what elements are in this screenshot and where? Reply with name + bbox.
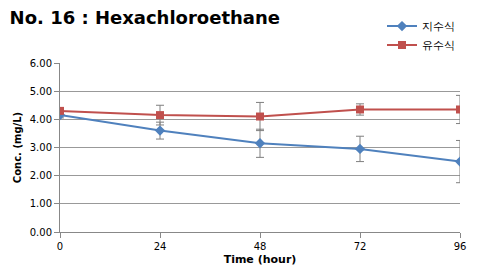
- svg-text:2.00: 2.00: [30, 170, 52, 181]
- svg-text:4.00: 4.00: [30, 114, 52, 125]
- svg-text:유수식: 유수식: [422, 39, 455, 52]
- svg-text:6.00: 6.00: [30, 58, 52, 69]
- svg-text:지수식: 지수식: [422, 20, 455, 33]
- svg-text:24: 24: [154, 241, 167, 252]
- svg-text:3.00: 3.00: [30, 142, 52, 153]
- svg-text:1.00: 1.00: [30, 198, 52, 209]
- svg-text:48: 48: [254, 241, 267, 252]
- svg-text:0.00: 0.00: [30, 227, 52, 238]
- svg-text:5.00: 5.00: [30, 86, 52, 97]
- svg-text:72: 72: [354, 241, 367, 252]
- svg-text:Time (hour): Time (hour): [224, 253, 297, 266]
- svg-text:0: 0: [57, 241, 63, 252]
- svg-text:96: 96: [454, 241, 467, 252]
- svg-text:Conc. (mg/L): Conc. (mg/L): [12, 112, 23, 183]
- svg-text:No. 16 : Hexachloroethane: No. 16 : Hexachloroethane: [10, 7, 280, 28]
